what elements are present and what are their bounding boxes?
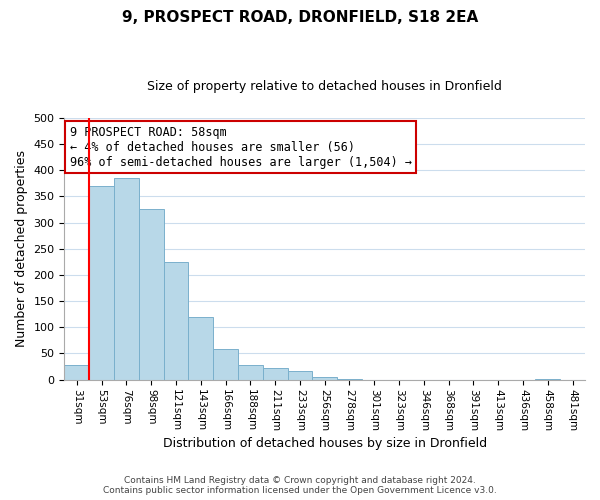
Text: Contains HM Land Registry data © Crown copyright and database right 2024.
Contai: Contains HM Land Registry data © Crown c… bbox=[103, 476, 497, 495]
Bar bbox=[164, 262, 188, 380]
Title: Size of property relative to detached houses in Dronfield: Size of property relative to detached ho… bbox=[147, 80, 502, 93]
Bar bbox=[313, 377, 337, 380]
Bar bbox=[188, 317, 213, 380]
Text: 9, PROSPECT ROAD, DRONFIELD, S18 2EA: 9, PROSPECT ROAD, DRONFIELD, S18 2EA bbox=[122, 10, 478, 25]
Bar bbox=[139, 210, 164, 380]
Y-axis label: Number of detached properties: Number of detached properties bbox=[15, 150, 28, 347]
Bar bbox=[337, 378, 362, 380]
Bar bbox=[287, 370, 313, 380]
Bar bbox=[114, 178, 139, 380]
X-axis label: Distribution of detached houses by size in Dronfield: Distribution of detached houses by size … bbox=[163, 437, 487, 450]
Bar bbox=[263, 368, 287, 380]
Bar bbox=[535, 378, 560, 380]
Text: 9 PROSPECT ROAD: 58sqm
← 4% of detached houses are smaller (56)
96% of semi-deta: 9 PROSPECT ROAD: 58sqm ← 4% of detached … bbox=[70, 126, 412, 168]
Bar bbox=[238, 365, 263, 380]
Bar bbox=[64, 365, 89, 380]
Bar bbox=[89, 186, 114, 380]
Bar bbox=[213, 349, 238, 380]
